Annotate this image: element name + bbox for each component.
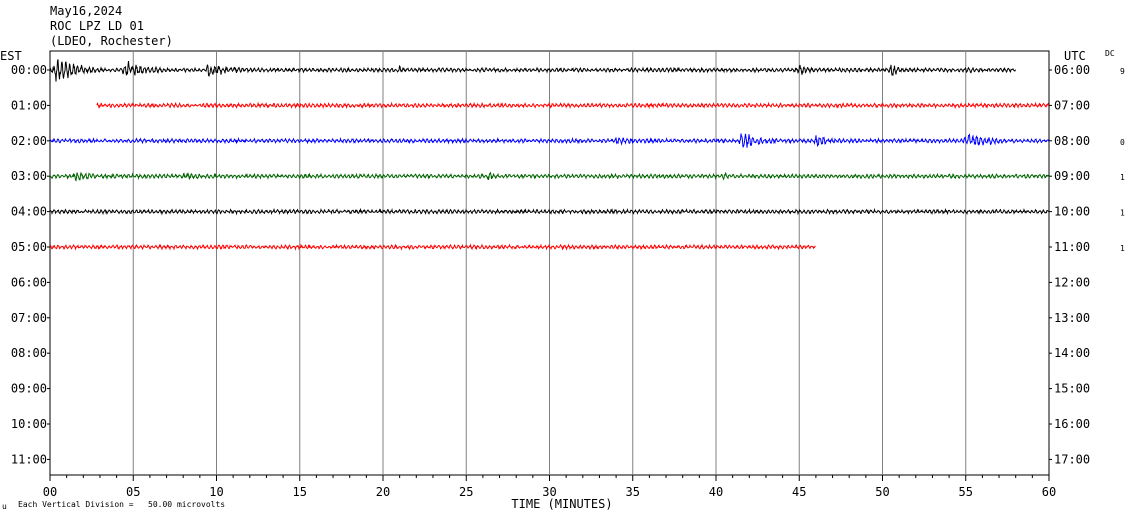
est-row-label: 08:00	[11, 346, 47, 360]
chart-location: (LDEO, Rochester)	[50, 34, 173, 48]
dc-value: 1	[1120, 244, 1125, 253]
scale-prefix: u	[2, 502, 7, 511]
x-tick-label: 05	[126, 485, 140, 499]
x-tick-label: 15	[293, 485, 307, 499]
trace-row	[49, 207, 1050, 216]
est-axis-label: EST	[0, 49, 22, 63]
utc-row-label: 06:00	[1054, 63, 1090, 77]
est-row-label: 02:00	[11, 134, 47, 148]
x-tick-label: 40	[709, 485, 723, 499]
chart-station: ROC LPZ LD 01	[50, 19, 144, 33]
trace-row	[49, 171, 1050, 182]
x-tick-label: 00	[43, 485, 57, 499]
dc-label: DC	[1105, 49, 1115, 58]
est-row-label: 10:00	[11, 417, 47, 431]
dc-value: 1	[1120, 173, 1125, 182]
utc-row-label: 13:00	[1054, 311, 1090, 325]
utc-row-label: 12:00	[1054, 275, 1090, 289]
dc-value: 1	[1120, 209, 1125, 218]
est-row-label: 05:00	[11, 240, 47, 254]
vertical-grid	[132, 51, 967, 475]
trace-row	[49, 59, 1016, 82]
scale-note: Each Vertical Division = 50.00 microvolt…	[18, 500, 225, 509]
chart-date: May16,2024	[50, 4, 122, 18]
utc-axis-label: UTC	[1064, 49, 1086, 63]
row-labels: 00:00 06:00 9 01:00 07:00 02:00 08:00 0 03:00 09:…	[11, 63, 1125, 466]
utc-row-label: 15:00	[1054, 382, 1090, 396]
utc-row-label: 08:00	[1054, 134, 1090, 148]
x-tick-label: 60	[1042, 485, 1056, 499]
dc-value: 0	[1120, 138, 1125, 147]
trace-row	[49, 243, 816, 251]
x-tick-label: 45	[792, 485, 806, 499]
x-tick-label: 10	[209, 485, 223, 499]
dc-value: 9	[1120, 67, 1125, 76]
est-row-label: 07:00	[11, 311, 47, 325]
x-tick-label: 55	[959, 485, 973, 499]
est-row-label: 11:00	[11, 452, 47, 466]
utc-row-label: 09:00	[1054, 169, 1090, 183]
x-tick-label: 50	[875, 485, 889, 499]
utc-row-label: 14:00	[1054, 346, 1090, 360]
est-row-label: 01:00	[11, 98, 47, 112]
x-tick-label: 20	[376, 485, 390, 499]
seismic-traces	[49, 59, 1050, 251]
x-tick-label: 30	[542, 485, 556, 499]
trace-row	[96, 101, 1050, 110]
utc-row-label: 10:00	[1054, 205, 1090, 219]
x-axis-title: TIME (MINUTES)	[511, 497, 612, 511]
est-row-label: 09:00	[11, 382, 47, 396]
utc-row-label: 16:00	[1054, 417, 1090, 431]
est-row-label: 03:00	[11, 169, 47, 183]
utc-row-label: 17:00	[1054, 452, 1090, 466]
utc-row-label: 07:00	[1054, 98, 1090, 112]
x-tick-label: 25	[459, 485, 473, 499]
est-row-label: 06:00	[11, 275, 47, 289]
est-row-label: 04:00	[11, 205, 47, 219]
x-tick-label: 35	[626, 485, 640, 499]
trace-row	[49, 133, 1050, 148]
est-row-label: 00:00	[11, 63, 47, 77]
x-axis-ticks: 00 05 10 15 20 25 30 35 40 45 50 55 60	[43, 475, 1056, 499]
utc-row-label: 11:00	[1054, 240, 1090, 254]
